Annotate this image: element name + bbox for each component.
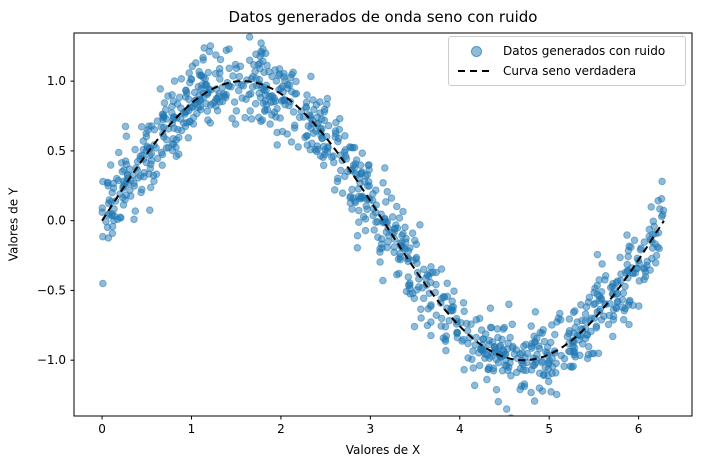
svg-text:1: 1 xyxy=(188,422,196,436)
svg-text:1.0: 1.0 xyxy=(47,74,66,88)
chart-title: Datos generados de onda seno con ruido xyxy=(228,8,538,26)
y-axis-label: Valores de Y xyxy=(6,187,21,262)
svg-text:2: 2 xyxy=(277,422,285,436)
legend-label-scatter: Datos generados con ruido xyxy=(503,44,666,58)
legend-handle xyxy=(458,45,494,57)
x-axis-label: Valores de X xyxy=(345,443,421,457)
scatter-points xyxy=(98,33,668,416)
svg-text:6: 6 xyxy=(635,422,643,436)
dashed-line-icon xyxy=(458,70,494,72)
y-axis-tick-labels: −1.0 −0.5 0.0 0.5 1.0 xyxy=(37,74,66,367)
svg-text:4: 4 xyxy=(456,422,464,436)
legend-handle xyxy=(458,70,494,72)
y-axis-ticks xyxy=(70,80,74,361)
svg-text:3: 3 xyxy=(367,422,375,436)
sine-curve xyxy=(101,80,665,362)
legend-item-scatter: Datos generados con ruido xyxy=(449,41,685,61)
x-axis-tick-labels: 0 1 2 3 4 5 6 xyxy=(98,422,642,436)
svg-text:0.0: 0.0 xyxy=(47,214,66,228)
legend: Datos generados con ruido Curva seno ver… xyxy=(448,36,686,86)
legend-item-line: Curva seno verdadera xyxy=(449,61,685,81)
svg-text:−1.0: −1.0 xyxy=(37,353,66,367)
svg-text:0: 0 xyxy=(98,422,106,436)
legend-label-line: Curva seno verdadera xyxy=(503,64,637,78)
svg-text:−0.5: −0.5 xyxy=(37,283,66,297)
svg-text:0.5: 0.5 xyxy=(47,144,66,158)
svg-text:5: 5 xyxy=(545,422,553,436)
x-axis-ticks xyxy=(101,416,640,420)
axes-spines xyxy=(73,32,693,417)
scatter-marker-icon xyxy=(470,45,482,57)
